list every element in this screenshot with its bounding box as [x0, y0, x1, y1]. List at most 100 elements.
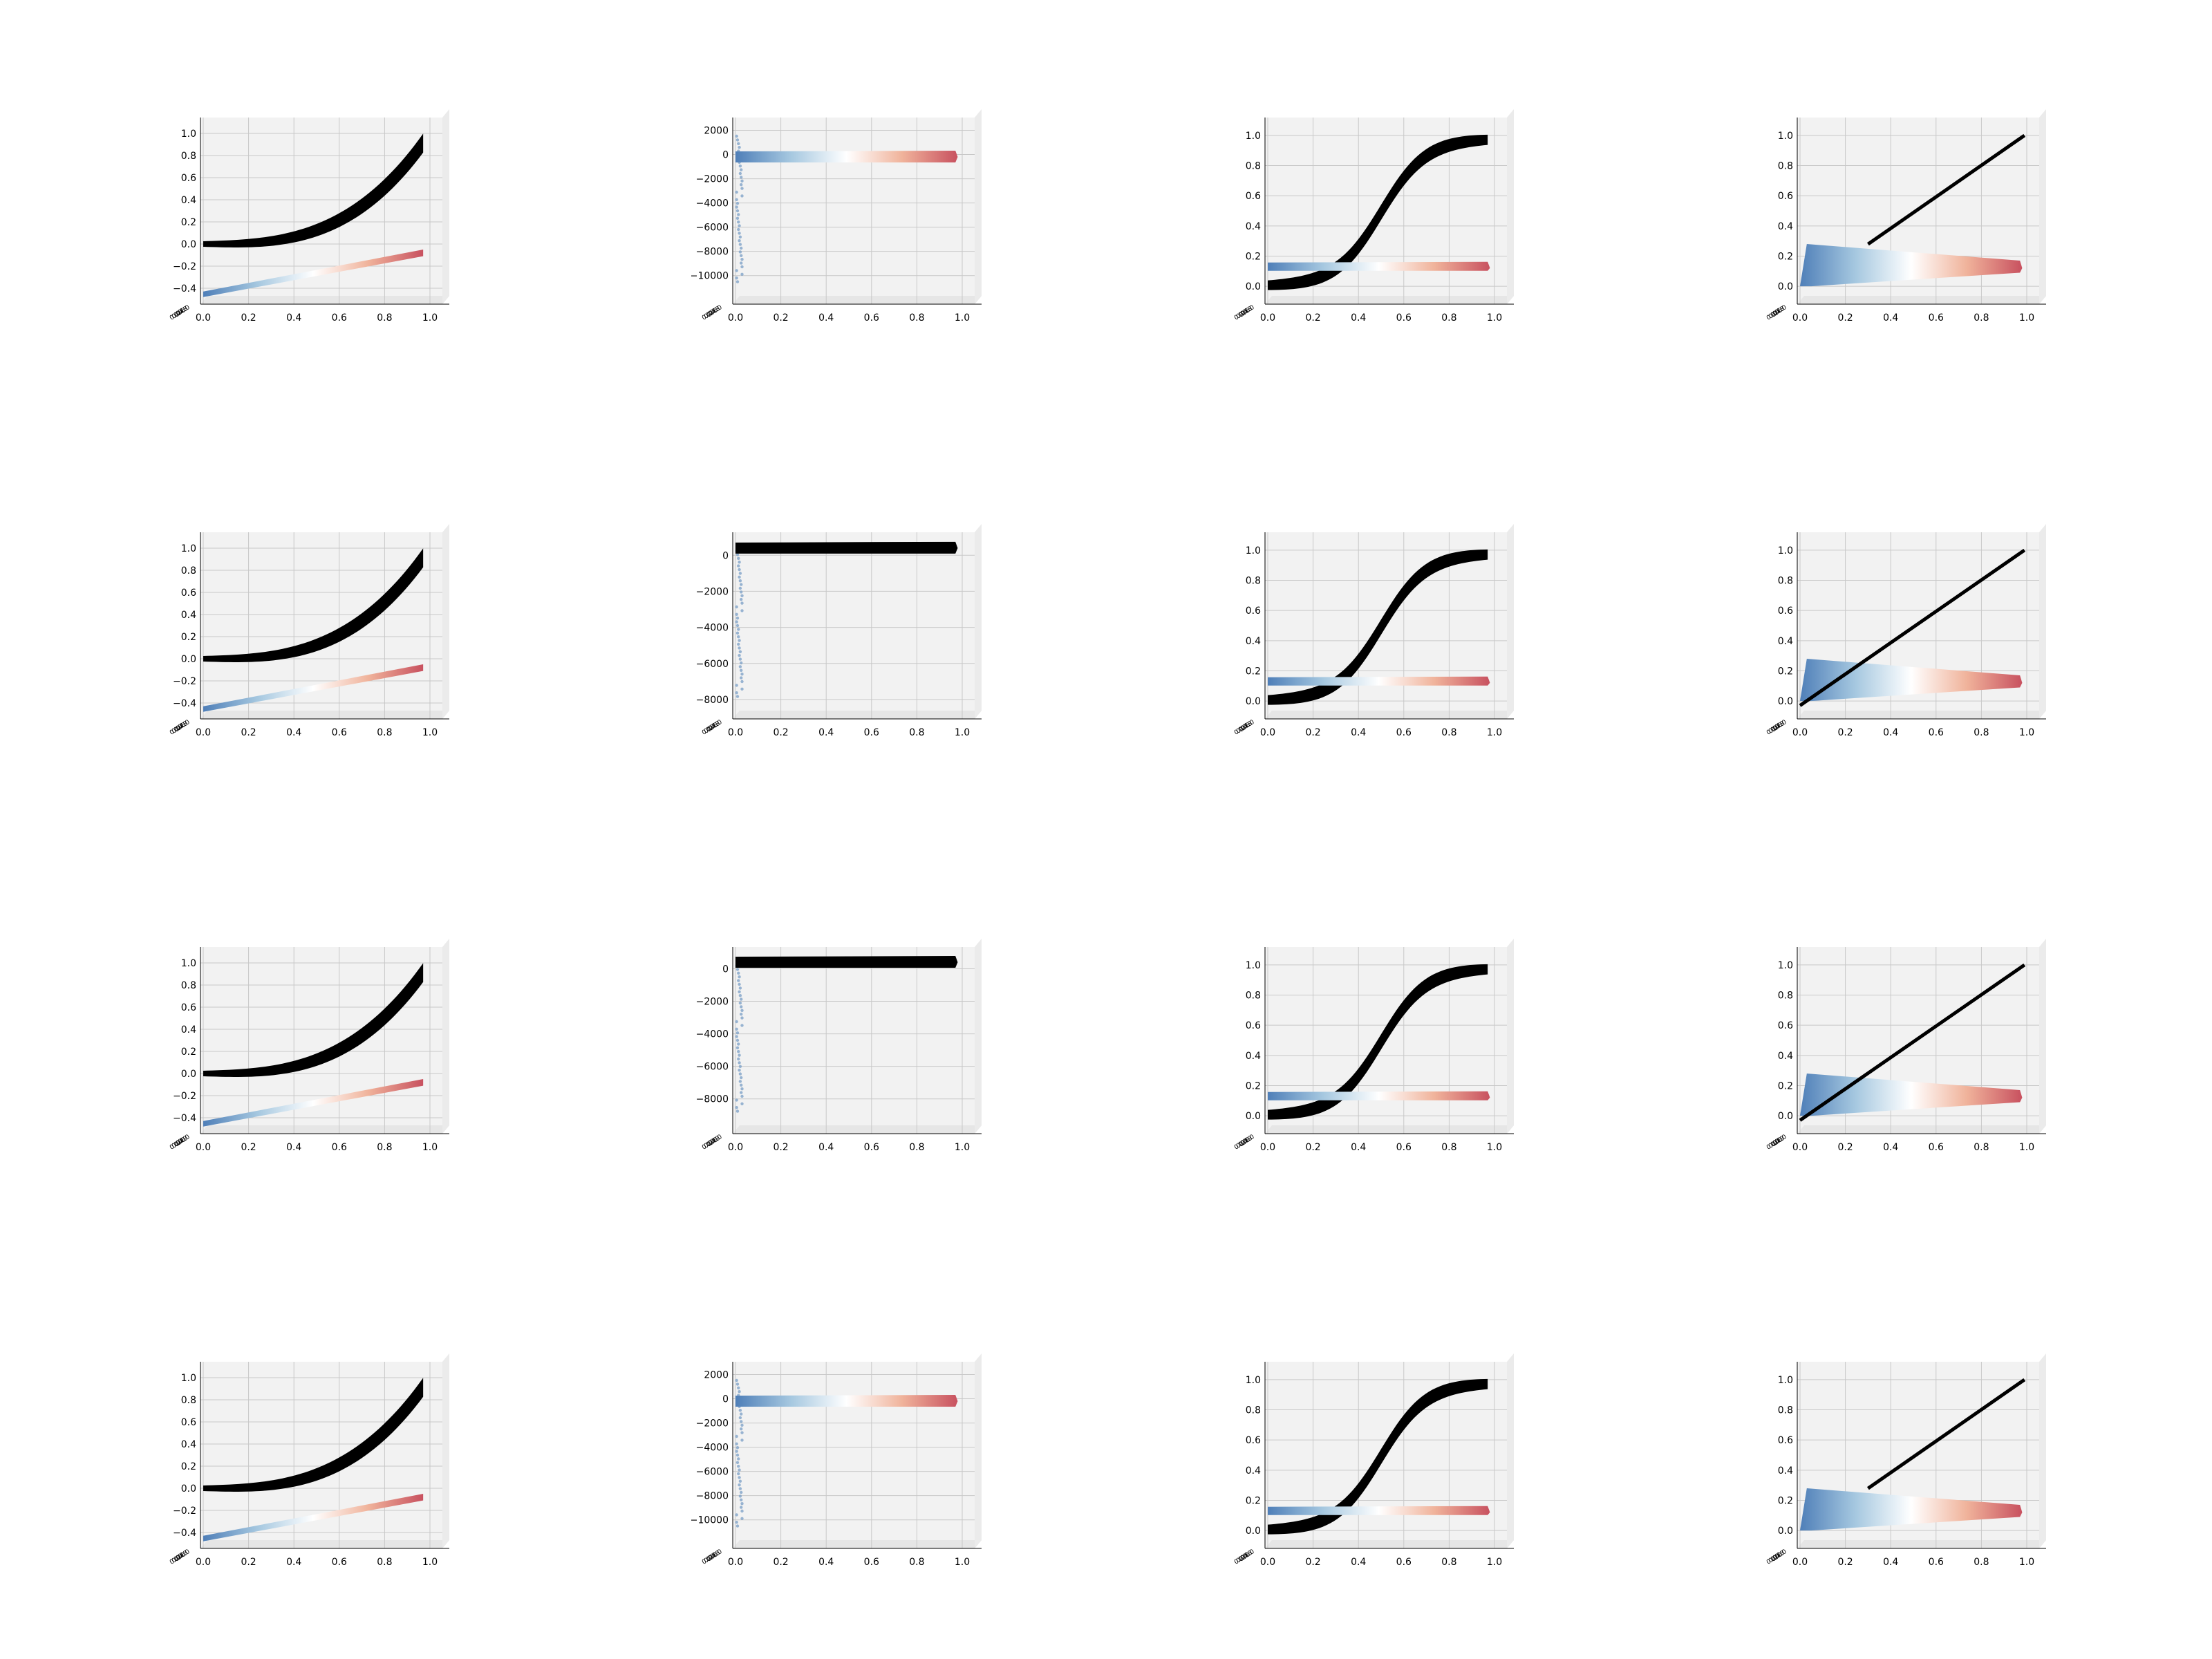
x-tick-label: 0.6 [1929, 1142, 1944, 1153]
x-tick-label: 0.6 [1396, 1557, 1412, 1568]
y-tick-label: 0.6 [181, 173, 196, 184]
outlier-point [735, 205, 738, 209]
y-tick-label: 0.0 [1778, 696, 1793, 707]
outlier-point [738, 1072, 742, 1076]
y-tick-label: 0.2 [181, 217, 196, 228]
x-tick-label: 0.4 [286, 1142, 301, 1153]
diagonal-line [1799, 963, 2026, 1122]
outlier-point [735, 1382, 740, 1386]
y-tick-label: 0.8 [1778, 991, 1793, 1002]
y-tick-label: 0 [722, 964, 729, 975]
outlier-point [740, 1498, 743, 1501]
outlier-point [735, 605, 738, 609]
outlier-point [738, 650, 742, 653]
y-tick-label: 0.8 [1778, 1405, 1793, 1416]
back-pane [733, 1362, 975, 1548]
side-pane [2039, 524, 2046, 719]
outlier-point [735, 216, 740, 220]
x-tick-label: 0.8 [909, 1557, 924, 1568]
outlier-point [740, 601, 744, 605]
subplot-r2c4: 0.0 0.2 0.4 0.6 0.8 1.01.00.80.60.40.20.00.00… [1765, 524, 2046, 738]
x-tick-label: 0.0 [196, 1557, 211, 1568]
y-tick-label: −2000 [696, 586, 729, 597]
outlier-point [738, 639, 741, 642]
colored-surface-band [203, 1079, 424, 1127]
floor-pane [200, 296, 449, 304]
x-tick-label: 1.0 [422, 1557, 438, 1568]
x-tick-label: 0.6 [332, 312, 347, 324]
diagonal-line [1799, 548, 2026, 707]
outlier-point [740, 1076, 743, 1080]
x-tick-label: 1.0 [1487, 312, 1502, 324]
floor-pane [1265, 711, 1514, 719]
y-tick-label: 0.8 [1246, 161, 1261, 172]
outlier-point [740, 168, 743, 171]
outlier-point [735, 612, 738, 616]
x-tick-label: 1.0 [955, 312, 970, 324]
outlier-point [735, 553, 740, 556]
x-tick-label: 1.0 [2019, 312, 2034, 324]
y-tick-label: 0.8 [181, 1395, 196, 1406]
outlier-point [735, 198, 738, 201]
x-tick-label: 0.0 [728, 312, 743, 324]
x-tick-label: 1.0 [422, 312, 438, 324]
y-tick-label: −0.2 [173, 676, 196, 687]
y-tick-label: 0.2 [1246, 1080, 1261, 1091]
outlier-point [735, 1378, 738, 1382]
outlier-point [735, 1513, 738, 1517]
outlier-point [735, 1098, 738, 1102]
outlier-point [738, 579, 742, 583]
outlier-point [740, 1094, 744, 1098]
x-tick-label: 1.0 [955, 1142, 970, 1153]
y-tick-label: −6000 [696, 1062, 729, 1073]
side-pane [975, 109, 982, 304]
y-tick-label: −4000 [696, 198, 729, 209]
outlier-point [740, 1517, 744, 1520]
y-tick-label: −6000 [696, 659, 729, 670]
back-pane [200, 947, 442, 1134]
y-tick-label: 1.0 [1246, 1375, 1261, 1386]
y-tick-label: 0.8 [181, 565, 196, 577]
x-tick-label: 1.0 [955, 1557, 970, 1568]
z-tick-label: 1.0 [179, 1548, 191, 1559]
x-tick-label: 0.8 [377, 727, 392, 738]
y-tick-label: 1.0 [1778, 1375, 1793, 1386]
x-tick-label: 0.4 [818, 727, 834, 738]
outlier-point [735, 1450, 738, 1453]
x-tick-label: 0.4 [1883, 1142, 1898, 1153]
outlier-point [735, 1524, 740, 1528]
outlier-point [737, 1386, 740, 1389]
x-tick-label: 0.0 [196, 312, 211, 324]
y-tick-label: −6000 [696, 1467, 729, 1478]
y-tick-label: −0.2 [173, 261, 196, 272]
z-tick-label: 1.0 [1776, 1134, 1788, 1145]
x-tick-label: 0.8 [377, 1557, 392, 1568]
y-tick-label: 0.4 [1778, 636, 1793, 647]
outlier-point [738, 572, 742, 575]
outlier-point [737, 227, 740, 232]
x-tick-label: 0.2 [241, 727, 256, 738]
y-tick-label: −8000 [696, 1491, 729, 1502]
x-tick-label: 0.8 [1441, 1142, 1456, 1153]
back-pane [200, 532, 442, 719]
outlier-point [737, 1050, 740, 1053]
outlier-point [735, 631, 740, 635]
y-tick-label: 0.2 [1246, 1495, 1261, 1506]
outlier-point [738, 657, 742, 661]
y-tick-label: 0.4 [181, 1439, 196, 1450]
x-tick-label: 0.2 [1837, 1557, 1853, 1568]
outlier-point [740, 1091, 743, 1094]
outlier-point [735, 1109, 740, 1113]
x-tick-label: 0.4 [1351, 1142, 1366, 1153]
y-tick-label: 0.8 [1778, 576, 1793, 587]
black-sigmoid-band [1268, 1378, 1488, 1535]
y-tick-label: 2000 [704, 1370, 729, 1381]
outlier-point [740, 687, 744, 691]
outlier-point [740, 1423, 744, 1427]
y-tick-label: 0.0 [181, 1069, 196, 1080]
outlier-point [740, 668, 743, 672]
x-tick-label: 0.2 [773, 727, 788, 738]
z-tick-label: 1.0 [1244, 1548, 1256, 1559]
back-pane [733, 118, 975, 304]
outlier-point [735, 1027, 738, 1031]
